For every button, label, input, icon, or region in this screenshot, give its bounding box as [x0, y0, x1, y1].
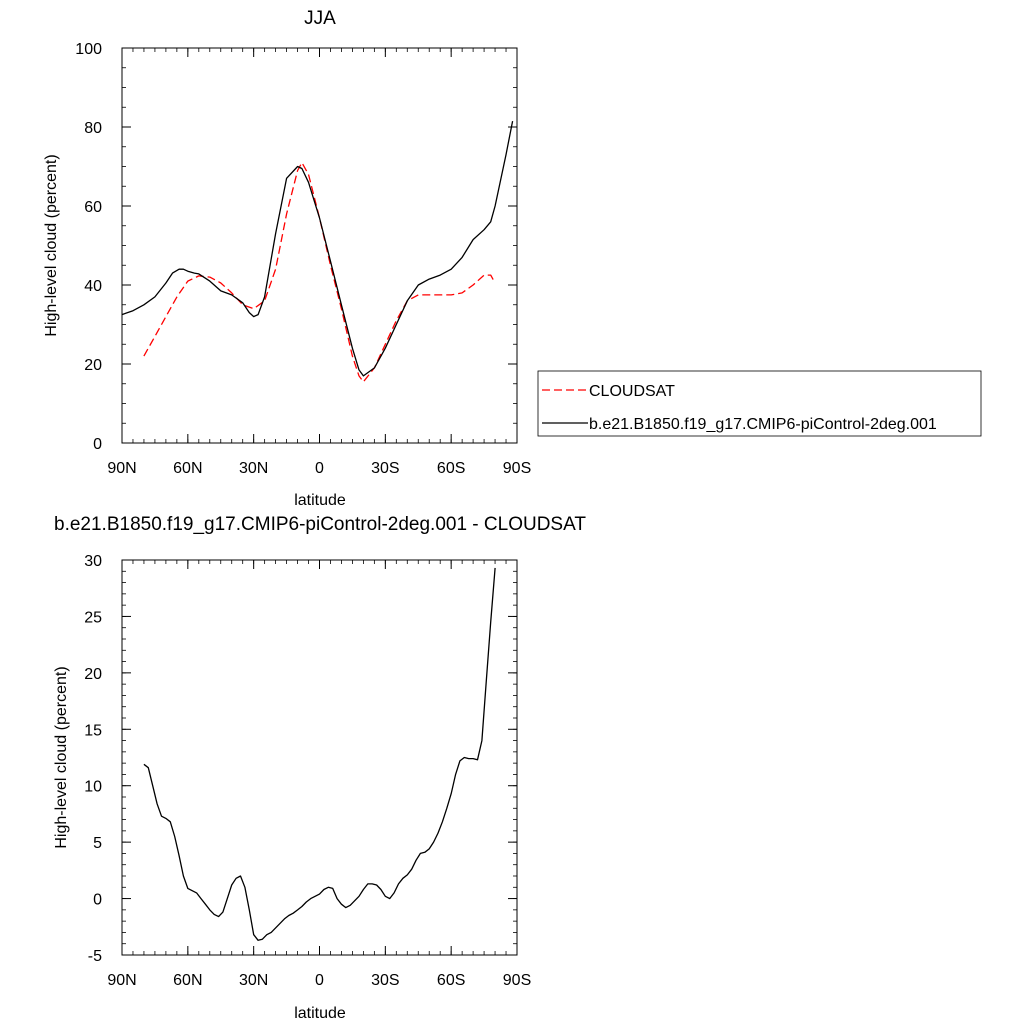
- x-tick-label: 30S: [371, 460, 399, 477]
- panel-2-title: b.e21.B1850.f19_g17.CMIP6-piControl-2deg…: [54, 514, 586, 535]
- x-tick-label: 30S: [371, 972, 399, 989]
- y-tick-label: 20: [84, 666, 102, 683]
- y-tick-label: 10: [84, 779, 102, 796]
- bottom-panel: b.e21.B1850.f19_g17.CMIP6-piControl-2deg…: [53, 514, 586, 1022]
- x-tick-label: 60S: [437, 460, 465, 477]
- legend-box: [537, 370, 982, 437]
- x-tick-label: 90S: [503, 460, 531, 477]
- panel-1-marks: 90N 60N 30N 0 30S 60S 90S 0 20 40 60 80 100: [75, 41, 531, 477]
- series-line-1: [121, 120, 514, 377]
- x-tick-label: 30N: [239, 972, 268, 989]
- top-panel: JJA 90N 60N 30N 0 30S 60S 90S 0 20 40 60 80 100 lati…: [43, 8, 531, 509]
- y-tick-label: 5: [93, 835, 102, 852]
- series-line-0: [143, 161, 496, 383]
- x-tick-label: 60N: [173, 972, 202, 989]
- y-tick-label: 80: [84, 120, 102, 137]
- y-tick-label: 0: [93, 436, 102, 453]
- legend-label-model: b.e21.B1850.f19_g17.CMIP6-piControl-2deg…: [589, 416, 937, 433]
- y-tick-label: 30: [84, 553, 102, 570]
- panel-2-y-axis-label: High-level cloud (percent): [53, 666, 70, 848]
- x-tick-label: 60S: [437, 972, 465, 989]
- y-tick-label: 0: [93, 892, 102, 909]
- y-tick-label: 60: [84, 199, 102, 216]
- y-tick-label: 25: [84, 609, 102, 626]
- x-tick-label: 90N: [107, 460, 136, 477]
- panel-1-x-axis-label: latitude: [294, 492, 346, 509]
- panel-2-marks: 90N 60N 30N 0 30S 60S 90S -5 0 5 10 15 20 25 30: [84, 553, 531, 989]
- x-tick-label: 90S: [503, 972, 531, 989]
- y-tick-label: 15: [84, 722, 102, 739]
- panel-2-x-axis-label: latitude: [294, 1005, 346, 1022]
- panel-1-frame: [121, 47, 518, 444]
- legend: CLOUDSAT b.e21.B1850.f19_g17.CMIP6-piCon…: [537, 370, 982, 437]
- x-tick-label: 60N: [173, 460, 202, 477]
- x-tick-label: 0: [315, 972, 324, 989]
- panel-2-frame: [121, 559, 518, 956]
- y-tick-label: 40: [84, 278, 102, 295]
- x-tick-label: 90N: [107, 972, 136, 989]
- series-line-0: [143, 567, 496, 941]
- y-tick-label: 100: [75, 41, 102, 58]
- y-tick-label: -5: [88, 948, 102, 965]
- panel-1-y-axis-label: High-level cloud (percent): [43, 154, 60, 336]
- panel-1-title: JJA: [304, 8, 336, 29]
- x-tick-label: 0: [315, 460, 324, 477]
- legend-label-cloudsat: CLOUDSAT: [589, 383, 675, 400]
- x-tick-label: 30N: [239, 460, 268, 477]
- y-tick-label: 20: [84, 357, 102, 374]
